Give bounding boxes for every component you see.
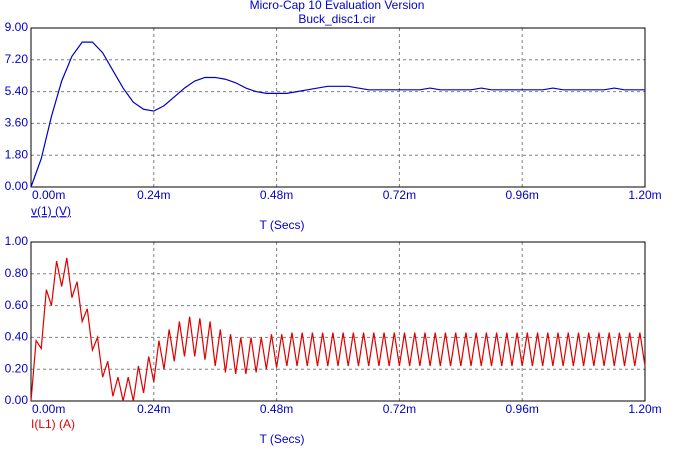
y-tick-label: 3.60 [5,116,29,130]
y-tick-label: 0.60 [5,298,29,312]
y-tick-label: 1.00 [5,234,29,248]
x-axis-label: T (Secs) [259,218,304,232]
chart-title: Micro-Cap 10 Evaluation Version [250,0,425,12]
y-tick-label: 0.00 [5,179,29,193]
x-tick-label: 0.72m [383,402,416,416]
x-tick-label: 0.00m [32,188,65,202]
x-tick-label: 0.96m [506,188,539,202]
y-axis-label: I(L1) (A) [31,417,75,431]
y-tick-label: 0.20 [5,361,29,375]
x-tick-label: 0.24m [137,402,170,416]
plot-frame [30,241,646,402]
x-tick-label: 0.48m [260,402,293,416]
y-tick-label: 0.00 [5,393,29,407]
y-tick-label: 0.80 [5,266,29,280]
y-tick-label: 9.00 [5,20,29,34]
y-tick-label: 1.80 [5,147,29,161]
data-line [30,257,646,402]
x-tick-label: 0.96m [506,402,539,416]
y-tick-label: 7.20 [5,52,29,66]
x-tick-label: 0.48m [260,188,293,202]
x-tick-label: 1.20m [628,188,661,202]
x-tick-label: 0.72m [383,188,416,202]
chart-subtitle: Buck_disc1.cir [298,12,375,26]
plot-frame [30,27,646,188]
x-axis-label: T (Secs) [259,432,304,446]
y-tick-label: 0.40 [5,330,29,344]
x-tick-label: 0.24m [137,188,170,202]
x-tick-label: 1.20m [628,402,661,416]
y-tick-label: 5.40 [5,84,29,98]
x-tick-label: 0.00m [32,402,65,416]
y-axis-label: v(1) (V) [31,204,71,218]
data-line [30,41,645,188]
